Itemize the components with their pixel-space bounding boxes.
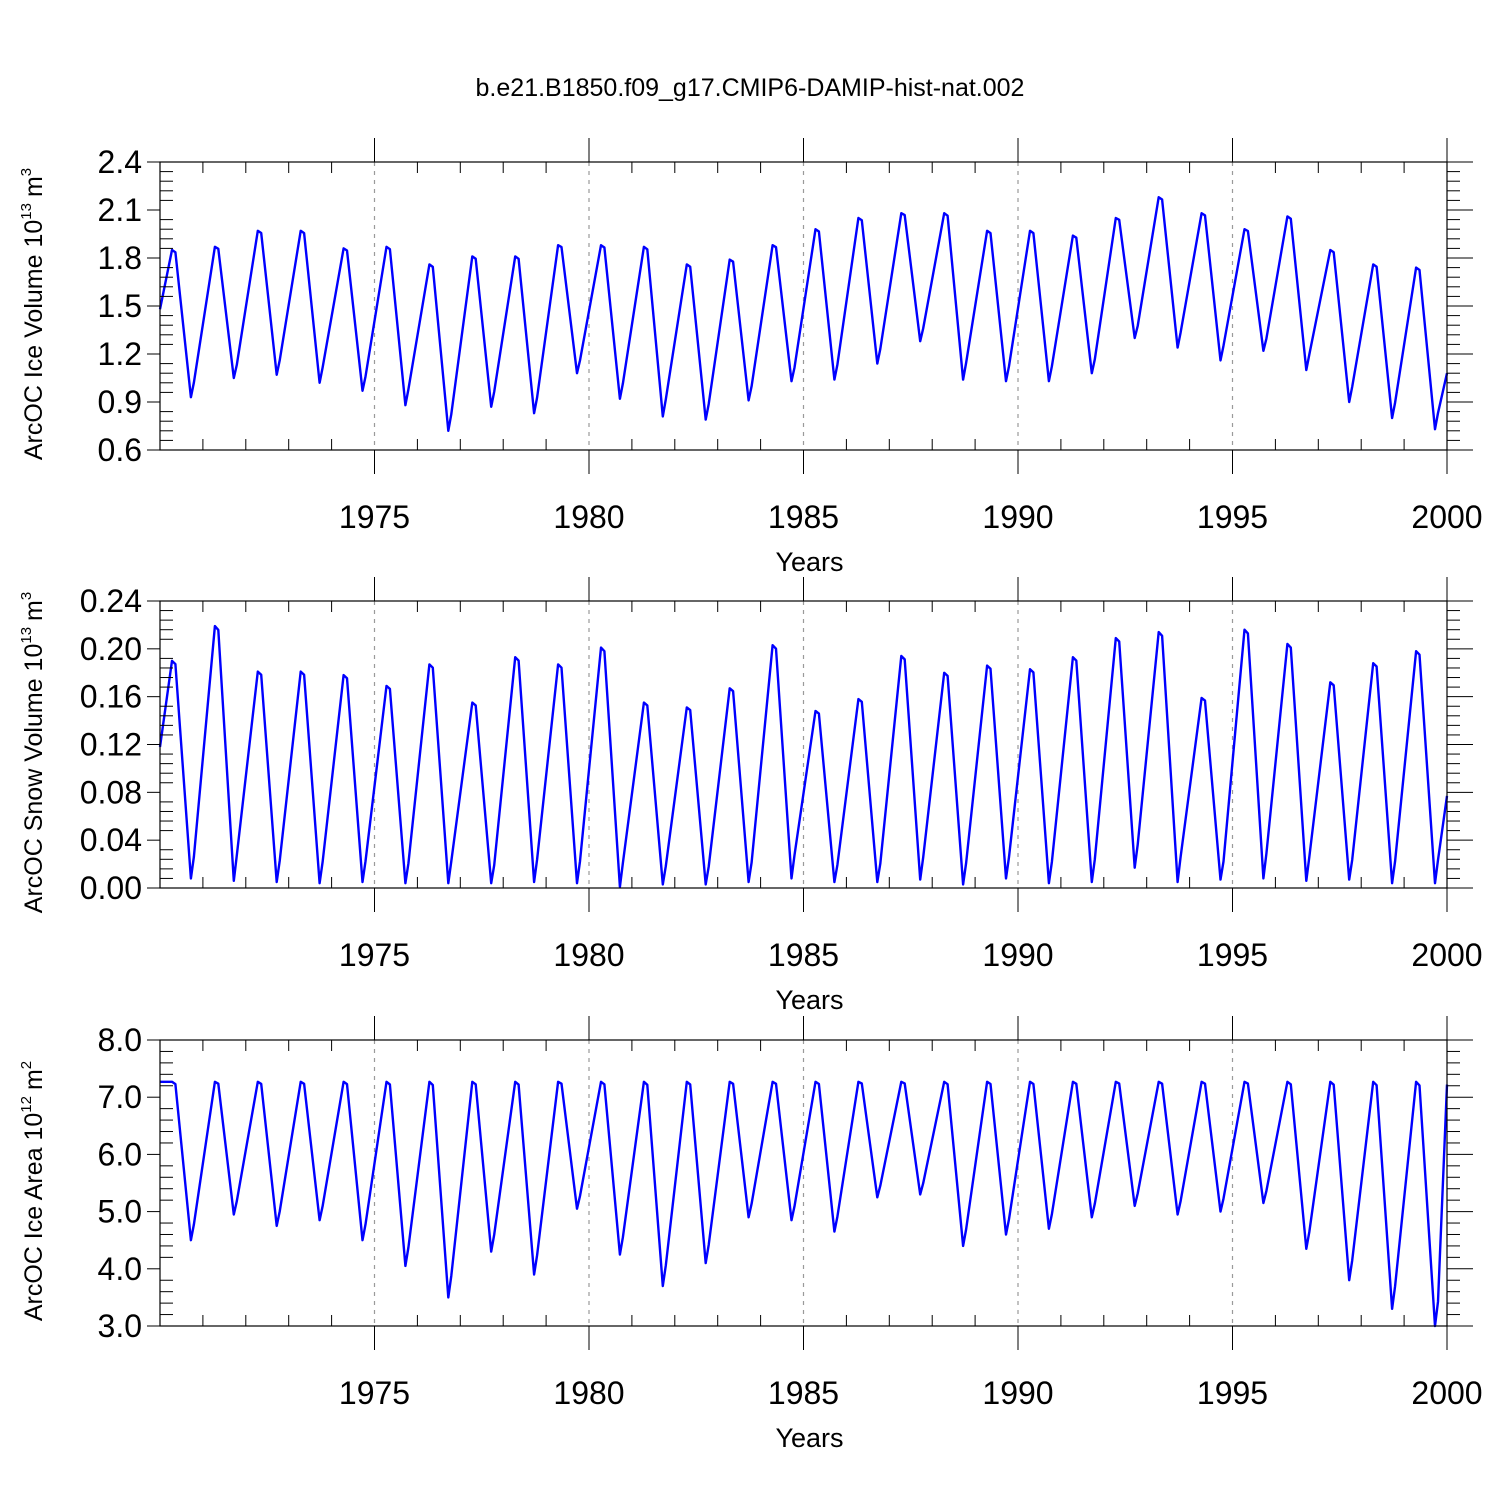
data-series-line — [160, 1080, 1449, 1328]
data-series-line — [158, 196, 1449, 432]
y-axis-label-unit: m — [20, 1069, 48, 1090]
x-tick-label: 1990 — [982, 499, 1053, 535]
y-axis-label: ArcOC Ice Area 1012 m2 — [18, 1061, 48, 1321]
x-tick-label: 1995 — [1197, 499, 1268, 535]
y-tick-label: 1.8 — [98, 240, 142, 276]
y-axis-label-unit-exponent: 3 — [18, 168, 35, 176]
x-tick-label: 1975 — [339, 499, 410, 535]
y-axis-label: ArcOC Snow Volume 1013 m3 — [18, 592, 48, 913]
x-axis-label: Years — [775, 547, 843, 577]
y-tick-label: 1.5 — [98, 288, 142, 324]
x-tick-label: 1990 — [982, 1375, 1053, 1411]
x-tick-label: 1995 — [1197, 937, 1268, 973]
x-tick-label: 1995 — [1197, 1375, 1268, 1411]
chart-panel-3: 1975 1980 1985 1990 1995 2000 Years 3.0 4.0 5.0 6.… — [18, 1016, 1483, 1453]
y-tick-label: 0.24 — [80, 583, 142, 619]
x-tick-label: 1980 — [553, 937, 624, 973]
y-tick-label: 0.9 — [98, 384, 142, 420]
y-tick-label: 2.1 — [98, 192, 142, 228]
y-tick-label: 2.4 — [98, 144, 142, 180]
y-axis-label-unit: m — [20, 600, 48, 621]
y-tick-label: 1.2 — [98, 336, 142, 372]
x-tick-label: 2000 — [1411, 937, 1482, 973]
y-axis-label-text: ArcOC Ice Volume 10 — [20, 220, 48, 460]
y-tick-label: 0.04 — [80, 822, 142, 858]
x-tick-label: 1985 — [768, 1375, 839, 1411]
x-tick-label: 1985 — [768, 937, 839, 973]
y-axis-label-exponent: 12 — [18, 1096, 35, 1113]
y-tick-label: 0.20 — [80, 631, 142, 667]
y-tick-label: 5.0 — [98, 1194, 142, 1230]
chart-panel-2: 1975 1980 1985 1990 1995 2000 Years 0.00 0.04 0.0… — [18, 577, 1483, 1015]
y-axis-label-unit-exponent: 3 — [18, 592, 35, 600]
x-tick-label: 1990 — [982, 937, 1053, 973]
y-tick-label: 4.0 — [98, 1251, 142, 1287]
y-axis-label-unit-exponent: 2 — [18, 1061, 35, 1069]
x-tick-label: 1980 — [553, 499, 624, 535]
y-tick-label: 3.0 — [98, 1308, 142, 1344]
y-tick-label: 0.00 — [80, 870, 142, 906]
y-tick-label: 7.0 — [98, 1079, 142, 1115]
y-tick-label: 0.16 — [80, 679, 142, 715]
data-series-line — [158, 624, 1449, 888]
x-tick-label: 1985 — [768, 499, 839, 535]
x-tick-label: 2000 — [1411, 499, 1482, 535]
x-tick-label: 2000 — [1411, 1375, 1482, 1411]
x-tick-label: 1980 — [553, 1375, 624, 1411]
y-axis-label-exponent: 13 — [18, 627, 35, 644]
chart-panel-1: 1975 1980 1985 1990 1995 2000 Years 0.6 0.9 1.2 1.… — [18, 138, 1483, 577]
x-axis-label: Years — [775, 1423, 843, 1453]
y-tick-label: 0.6 — [98, 432, 142, 468]
x-tick-label: 1975 — [339, 937, 410, 973]
y-tick-label: 6.0 — [98, 1136, 142, 1172]
x-axis-label: Years — [775, 985, 843, 1015]
y-axis-label-text: ArcOC Snow Volume 10 — [20, 644, 48, 914]
y-tick-label: 0.08 — [80, 774, 142, 810]
y-axis-label: ArcOC Ice Volume 1013 m3 — [18, 168, 48, 460]
y-axis-label-exponent: 13 — [18, 203, 35, 220]
x-tick-label: 1975 — [339, 1375, 410, 1411]
figure-title: b.e21.B1850.f09_g17.CMIP6-DAMIP-hist-nat… — [476, 74, 1025, 102]
y-axis-label-text: ArcOC Ice Area 10 — [20, 1113, 48, 1321]
y-tick-label: 8.0 — [98, 1022, 142, 1058]
y-axis-label-unit: m — [20, 176, 48, 197]
y-tick-label: 0.12 — [80, 727, 142, 763]
